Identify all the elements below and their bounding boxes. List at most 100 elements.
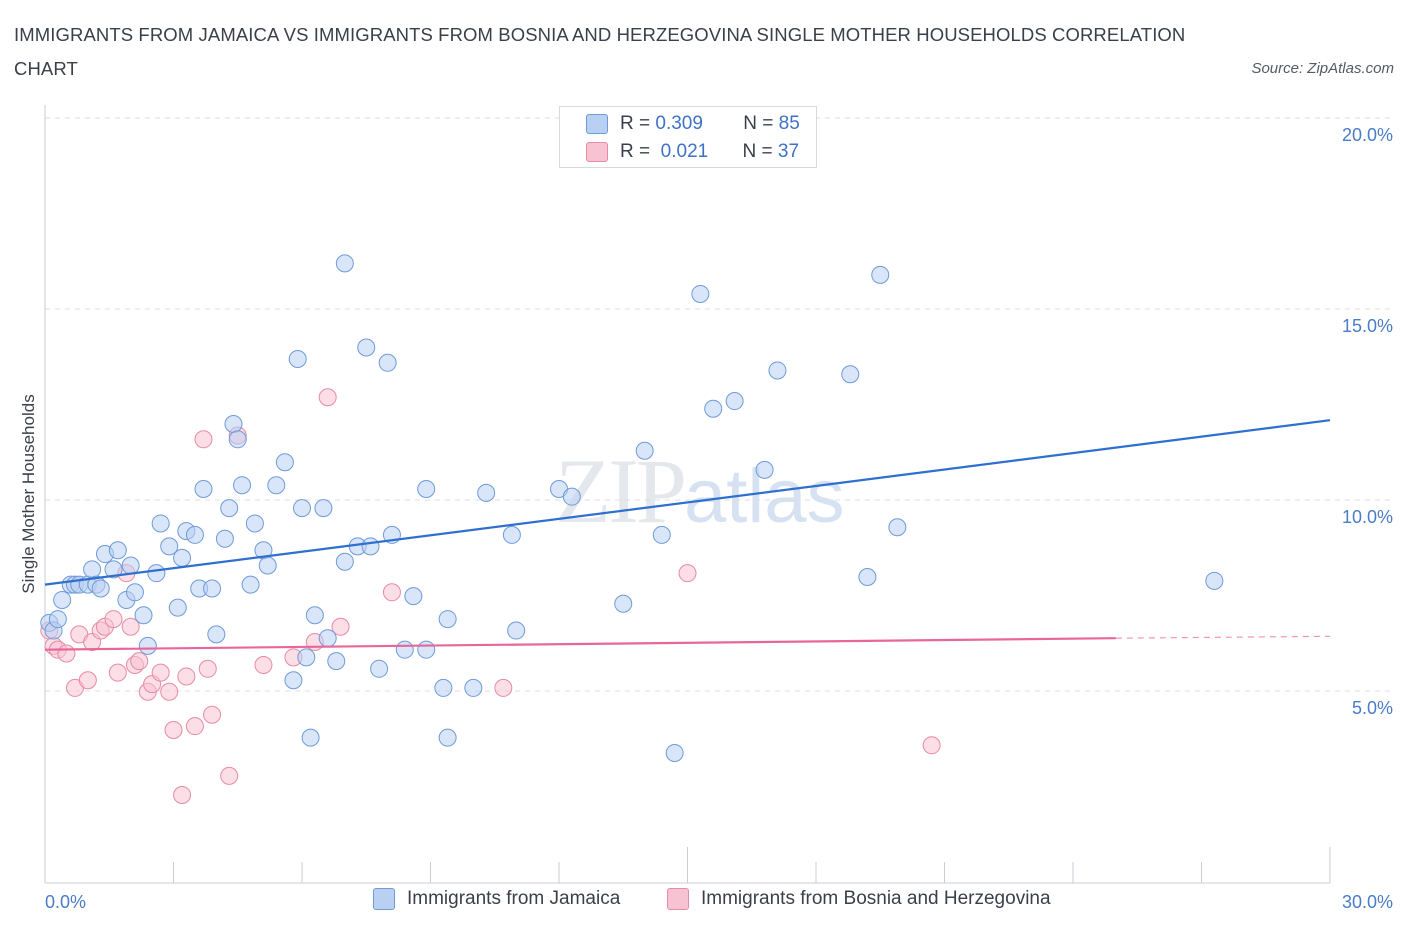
correlation-legend: R = 0.309 N = 85 R = 0.021 N = 37 [559, 106, 817, 168]
jamaica-point [305, 606, 324, 625]
jamaica-point [48, 610, 67, 629]
jamaica-point [168, 598, 187, 617]
jamaica-point [652, 525, 671, 544]
x-tick-label: 30.0% [1342, 892, 1393, 912]
jamaica-point [241, 575, 260, 594]
jamaica-point [1205, 571, 1224, 590]
bosnia-point [194, 430, 213, 449]
legend-r-label: R = [620, 141, 651, 162]
bosnia-point [220, 766, 239, 785]
jamaica-point [203, 579, 222, 598]
bosnia-point [185, 717, 204, 736]
jamaica-point [417, 640, 436, 659]
jamaica-point [614, 594, 633, 613]
jamaica-point [477, 483, 496, 502]
legend-n-label: N = [742, 141, 773, 162]
jamaica-point [434, 678, 453, 697]
jamaica-point [233, 476, 252, 495]
jamaica-point [438, 728, 457, 747]
bottom-legend-label-jamaica: Immigrants from Jamaica [407, 888, 621, 909]
axes [44, 105, 1331, 884]
jamaica-point [502, 525, 521, 544]
bosnia-point [78, 671, 97, 690]
jamaica-point [138, 636, 157, 655]
jamaica-point [335, 254, 354, 273]
trend-lines [44, 419, 1331, 651]
jamaica-point [562, 487, 581, 506]
legend-row-jamaica: R = 0.309 N = 85 [586, 112, 800, 136]
jamaica-point [370, 659, 389, 678]
jamaica-point [357, 338, 376, 357]
bosnia-point [203, 705, 222, 724]
jamaica-point [635, 441, 654, 460]
bosnia-point [108, 663, 127, 682]
chart-title: IMMIGRANTS FROM JAMAICA VS IMMIGRANTS FR… [14, 24, 1186, 79]
jamaica-point [378, 353, 397, 372]
jamaica-point [293, 499, 311, 518]
jamaica-point [335, 552, 354, 571]
jamaica-point [318, 629, 337, 648]
legend-r-value: 0.309 [655, 113, 703, 134]
axis-labels: 5.0% 10.0% 15.0% 20.0% 0.0% 30.0% Single Mothe… [19, 125, 1393, 912]
bosnia-point [922, 736, 941, 755]
legend-n-label: N = [743, 113, 774, 134]
jamaica-point [297, 648, 316, 667]
legend-n-value: 37 [777, 141, 800, 162]
legend-swatch-jamaica [586, 114, 608, 134]
jamaica-point [91, 579, 110, 598]
jamaica-point [108, 541, 127, 560]
jamaica-point [507, 621, 526, 640]
jamaica-point [134, 606, 153, 625]
jamaica-point [160, 537, 179, 556]
jamaica-point [53, 590, 72, 609]
bosnia-point [57, 644, 76, 663]
jamaica-point [404, 587, 423, 606]
jamaica-point [224, 415, 243, 433]
jamaica-point [267, 476, 286, 495]
jamaica-point [665, 743, 684, 762]
jamaica-point [691, 284, 710, 303]
y-tick-label: 15.0% [1342, 316, 1393, 336]
jamaica-point [314, 499, 333, 518]
jamaica-point [725, 392, 744, 411]
jamaica-point [151, 514, 170, 533]
jamaica-point [125, 583, 144, 602]
jamaica-point [147, 564, 166, 583]
jamaica-point [858, 568, 877, 586]
bosnia-points [40, 388, 941, 805]
bosnia-point [198, 659, 217, 678]
jamaica-point [361, 537, 380, 556]
y-tick-label: 20.0% [1342, 125, 1393, 145]
source-credit: Source: ZipAtlas.com [1251, 60, 1394, 77]
y-axis-label: Single Mother Households [19, 394, 38, 593]
jamaica-point [194, 480, 213, 499]
bosnia-point [160, 682, 179, 701]
bottom-legend-swatch-bosnia [667, 888, 689, 910]
bosnia-point [151, 663, 170, 682]
jamaica-point [207, 625, 226, 644]
jamaica-point [220, 499, 239, 518]
y-tick-label: 5.0% [1352, 698, 1393, 718]
jamaica-point [104, 560, 123, 579]
bosnia-point [130, 652, 149, 671]
y-tick-label: 10.0% [1342, 507, 1393, 527]
jamaica-point [121, 556, 140, 575]
bosnia-point [173, 786, 192, 805]
jamaica-trend-line [44, 419, 1331, 586]
legend-swatch-bosnia [586, 142, 608, 162]
bosnia-point [678, 564, 697, 583]
jamaica-point [288, 349, 307, 368]
jamaica-point [258, 556, 277, 575]
bosnia-point [164, 721, 183, 739]
bosnia-point [318, 388, 337, 407]
jamaica-point [395, 640, 414, 659]
legend-n-value: 85 [778, 113, 800, 134]
gridlines [45, 117, 1393, 692]
jamaica-point [284, 671, 303, 690]
x-tick-label: 0.0% [45, 892, 86, 912]
jamaica-point [228, 430, 247, 449]
jamaica-point [173, 548, 192, 567]
jamaica-point [464, 678, 483, 697]
jamaica-point [327, 652, 346, 671]
